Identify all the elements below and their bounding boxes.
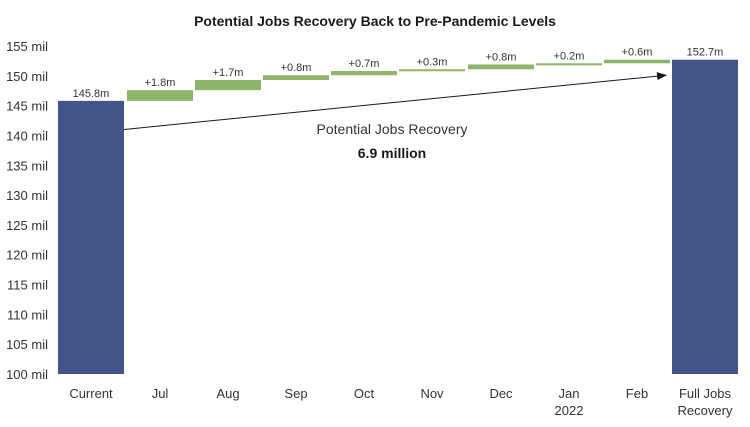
x-tick-label: Current <box>69 386 113 401</box>
y-axis: 100 mil 105 mil 110 mil 115 mil 120 mil 125 m… <box>6 39 48 382</box>
y-tick-label: 120 mil <box>6 248 48 263</box>
data-label: +0.8m <box>486 51 517 63</box>
y-tick-label: 135 mil <box>6 158 48 173</box>
increment-bar <box>536 63 602 66</box>
x-tick-label: Jan <box>559 386 580 401</box>
y-tick-label: 140 mil <box>6 128 48 143</box>
y-tick-label: 150 mil <box>6 69 48 84</box>
data-label: +0.6m <box>622 47 653 59</box>
bars <box>58 59 738 375</box>
x-tick-label: Dec <box>489 386 513 401</box>
increment-bar <box>127 90 193 101</box>
x-tick-label: Nov <box>420 386 444 401</box>
y-tick-label: 130 mil <box>6 188 48 203</box>
y-tick-label: 105 mil <box>6 337 48 352</box>
x-tick-label: Aug <box>216 386 239 401</box>
annotation-label: Potential Jobs Recovery <box>317 121 468 137</box>
increment-bar <box>263 75 329 80</box>
y-tick-label: 110 mil <box>7 307 48 322</box>
increment-bar <box>399 69 465 72</box>
data-label: +1.7m <box>213 67 244 79</box>
data-labels: 145.8m +1.8m +1.7m +0.8m +0.7m +0.3m +0.8m +0.2… <box>73 47 724 100</box>
increment-bar <box>604 59 670 64</box>
recovery-arrow <box>123 72 667 130</box>
x-tick-label: 2022 <box>555 403 584 418</box>
y-tick-label: 100 mil <box>6 367 48 382</box>
y-tick-label: 155 mil <box>6 39 48 54</box>
x-tick-label: Feb <box>626 386 648 401</box>
x-tick-label: Recovery <box>678 403 733 418</box>
x-tick-label: Sep <box>284 386 307 401</box>
increment-bar <box>331 71 397 76</box>
data-label: 145.8m <box>73 88 110 100</box>
increment-bar <box>468 64 534 70</box>
total-bar <box>672 59 738 374</box>
data-label: +0.7m <box>349 58 380 70</box>
data-label: +1.8m <box>145 77 176 89</box>
x-tick-label: Oct <box>354 386 375 401</box>
x-tick-label: Jul <box>152 386 169 401</box>
data-label: +0.8m <box>281 62 312 74</box>
x-axis: Current Jul Aug Sep Oct Nov Dec Jan 2022 Feb Full … <box>69 386 733 418</box>
increment-bar <box>195 79 261 91</box>
annotation-value: 6.9 million <box>358 145 426 161</box>
data-label: +0.3m <box>417 56 448 68</box>
chart-title: Potential Jobs Recovery Back to Pre-Pand… <box>194 13 556 29</box>
total-bar <box>58 100 124 375</box>
y-tick-label: 145 mil <box>6 99 48 114</box>
x-tick-label: Full Jobs <box>679 386 732 401</box>
annotation: Potential Jobs Recovery 6.9 million <box>123 72 667 161</box>
data-label: +0.2m <box>554 50 585 62</box>
y-tick-label: 125 mil <box>6 218 48 233</box>
data-label: 152.7m <box>687 47 724 59</box>
y-tick-label: 115 mil <box>7 278 48 293</box>
